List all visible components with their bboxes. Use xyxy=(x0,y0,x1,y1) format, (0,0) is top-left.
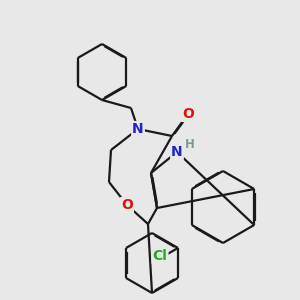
Text: O: O xyxy=(182,107,194,121)
Text: N: N xyxy=(132,122,144,136)
Text: O: O xyxy=(121,198,133,212)
Text: N: N xyxy=(171,145,183,159)
Text: H: H xyxy=(185,137,195,151)
Text: Cl: Cl xyxy=(152,249,167,263)
